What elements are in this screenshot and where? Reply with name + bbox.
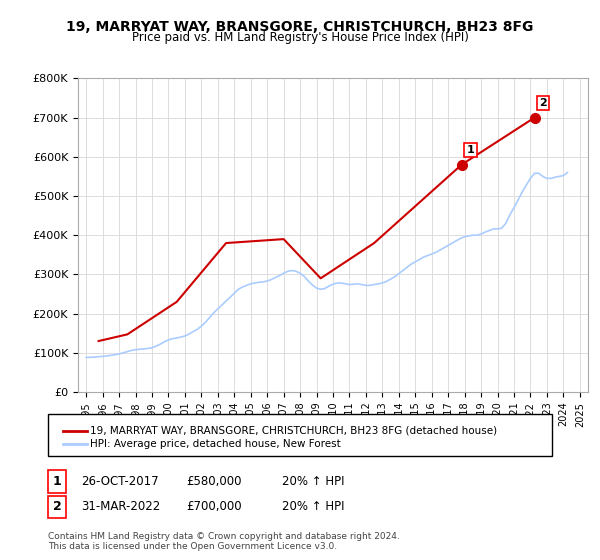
Text: 19, MARRYAT WAY, BRANSGORE, CHRISTCHURCH, BH23 8FG (detached house): 19, MARRYAT WAY, BRANSGORE, CHRISTCHURCH… [90,426,497,436]
Text: 20% ↑ HPI: 20% ↑ HPI [282,475,344,488]
Text: £580,000: £580,000 [186,475,241,488]
Text: 2: 2 [539,98,547,108]
Text: HPI: Average price, detached house, New Forest: HPI: Average price, detached house, New … [90,438,341,449]
Text: Contains HM Land Registry data © Crown copyright and database right 2024.
This d: Contains HM Land Registry data © Crown c… [48,532,400,552]
Text: 31-MAR-2022: 31-MAR-2022 [81,500,160,514]
Text: Price paid vs. HM Land Registry's House Price Index (HPI): Price paid vs. HM Land Registry's House … [131,31,469,44]
Text: £700,000: £700,000 [186,500,242,514]
Text: 26-OCT-2017: 26-OCT-2017 [81,475,158,488]
Text: 2: 2 [53,500,61,514]
Text: 1: 1 [467,145,475,155]
Text: 19, MARRYAT WAY, BRANSGORE, CHRISTCHURCH, BH23 8FG: 19, MARRYAT WAY, BRANSGORE, CHRISTCHURCH… [67,20,533,34]
Text: 20% ↑ HPI: 20% ↑ HPI [282,500,344,514]
Text: 1: 1 [53,475,61,488]
